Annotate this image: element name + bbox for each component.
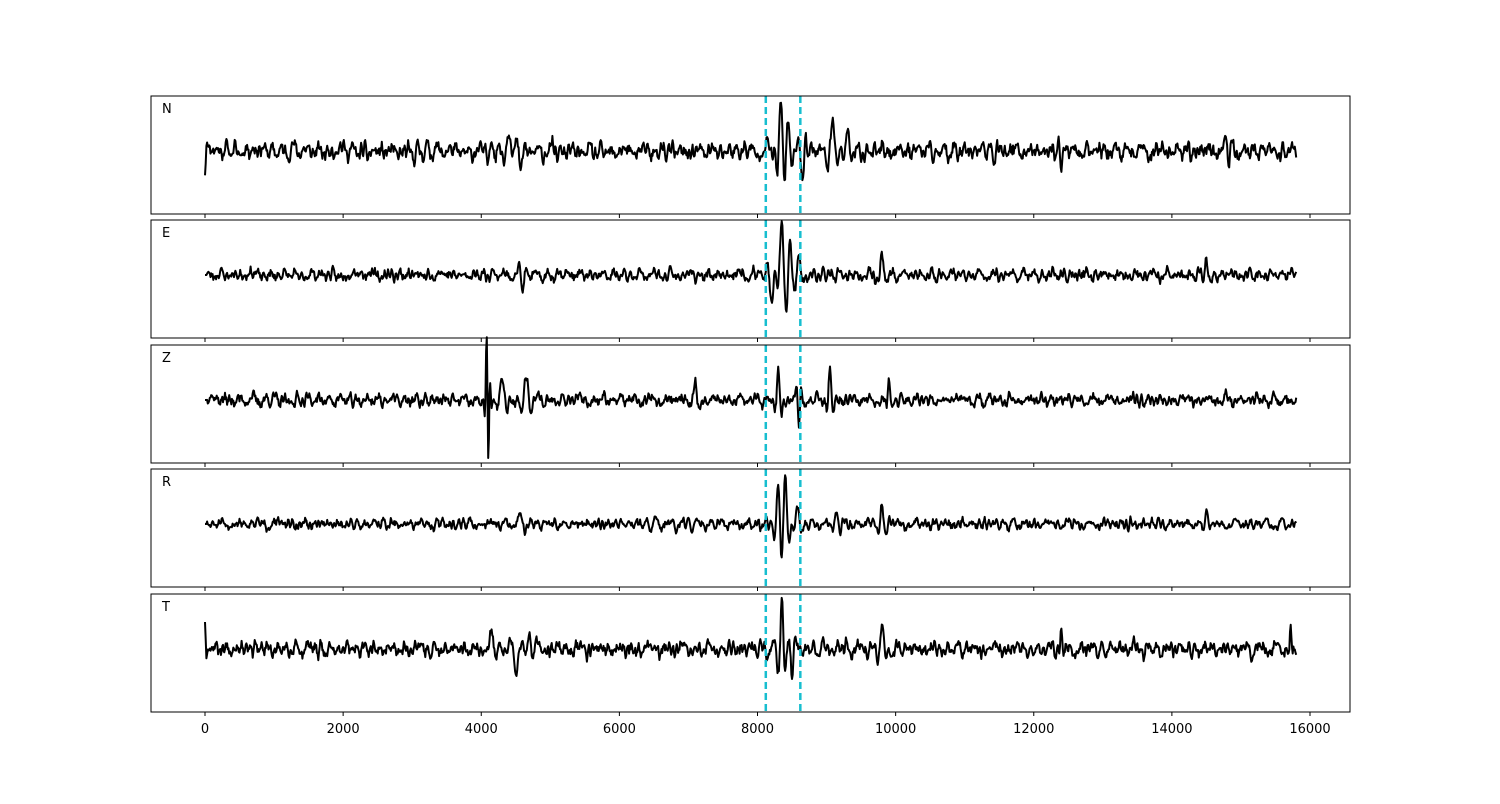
trace-label: Z (162, 351, 171, 366)
trace-label: T (161, 600, 170, 615)
axes-frame (150, 219, 1351, 339)
trace-label: E (162, 226, 170, 241)
axes-frame (150, 344, 1351, 464)
x-tick-label: 12000 (1013, 722, 1054, 737)
trace-panel-T: 0 2000 4000 6000 8000 10000 12000 14000 16000 T (150, 593, 1351, 737)
waveform-N (204, 101, 1298, 182)
waveform-E (204, 220, 1298, 313)
trace-panel-Z: Z (150, 336, 1351, 467)
x-tick-label: 16000 (1289, 722, 1330, 737)
waveform-Z (204, 336, 1298, 459)
trace-label: R (162, 475, 171, 490)
trace-label: N (162, 102, 172, 117)
x-tick-label: 8000 (741, 722, 774, 737)
trace-panel-N: N (150, 95, 1351, 218)
x-tick-label: 4000 (465, 722, 498, 737)
x-tick-label: 0 (201, 722, 209, 737)
x-tick-label: 6000 (603, 722, 636, 737)
waveform-T (204, 596, 1298, 680)
x-tick-label: 2000 (327, 722, 360, 737)
trace-panel-E: E (150, 219, 1351, 342)
waveform-R (204, 474, 1298, 559)
x-tick-label: 14000 (1151, 722, 1192, 737)
trace-panel-R: R (150, 468, 1351, 591)
axes-frame (150, 95, 1351, 215)
x-tick-label: 10000 (875, 722, 916, 737)
axes-frame (150, 593, 1351, 713)
axes-frame (150, 468, 1351, 588)
